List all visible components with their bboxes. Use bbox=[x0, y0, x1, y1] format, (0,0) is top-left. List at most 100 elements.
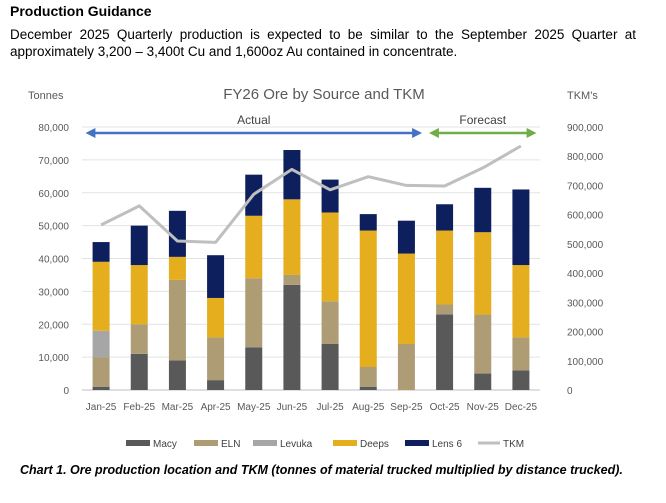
bar-segment-deeps bbox=[512, 265, 530, 338]
y-tick-label: 20,000 bbox=[38, 320, 69, 331]
annotation-label-forecast: Forecast bbox=[459, 113, 506, 127]
bar-segment-lens-6 bbox=[321, 179, 339, 213]
x-tick-label: Oct-25 bbox=[430, 402, 460, 413]
bar-segment-lens-6 bbox=[474, 187, 492, 233]
bar-segment-deeps bbox=[474, 232, 492, 315]
bar-segment-macy bbox=[92, 386, 110, 390]
bar-segment-eln bbox=[92, 357, 110, 387]
bar-segment-lens-6 bbox=[397, 220, 415, 254]
bar-segment-levuka bbox=[92, 330, 110, 358]
bar-segment-lens-6 bbox=[359, 214, 377, 231]
x-tick-label: Apr-25 bbox=[201, 402, 231, 413]
y2-tick-label: 700,000 bbox=[567, 181, 604, 192]
bar-segment-eln bbox=[512, 337, 530, 371]
legend-swatch-macy bbox=[126, 440, 150, 446]
legend-label: ELN bbox=[221, 439, 240, 450]
y-tick-label: 40,000 bbox=[38, 255, 69, 266]
y-tick-label: 30,000 bbox=[38, 287, 69, 298]
annotation-label-actual: Actual bbox=[237, 113, 270, 127]
bar-segment-deeps bbox=[436, 230, 454, 305]
y2-tick-label: 900,000 bbox=[567, 123, 604, 134]
bar-segment-deeps bbox=[283, 199, 301, 275]
x-tick-label: Mar-25 bbox=[162, 402, 194, 413]
bar-segment-eln bbox=[474, 314, 492, 374]
legend-swatch-lens-6 bbox=[405, 440, 429, 446]
section-heading: Production Guidance bbox=[10, 3, 152, 19]
bar-segment-lens-6 bbox=[207, 255, 225, 298]
legend-label: TKM bbox=[503, 439, 524, 450]
x-tick-label: Dec-25 bbox=[505, 402, 538, 413]
y-tick-label: 80,000 bbox=[38, 123, 69, 134]
bar-segment-eln bbox=[283, 274, 301, 285]
bar-segment-macy bbox=[512, 370, 530, 390]
x-tick-label: Sep-25 bbox=[390, 402, 423, 413]
legend-label: Lens 6 bbox=[432, 439, 462, 450]
y2-tick-label: 500,000 bbox=[567, 240, 604, 251]
x-tick-label: Feb-25 bbox=[123, 402, 155, 413]
y-axis-title: Tonnes bbox=[28, 90, 64, 102]
bar-segment-eln bbox=[321, 301, 339, 344]
legend: Macy ELN Levuka Deeps Lens 6 TKM bbox=[126, 439, 524, 450]
x-tick-label: Jun-25 bbox=[277, 402, 308, 413]
chart-caption: Chart 1. Ore production location and TKM… bbox=[20, 463, 623, 477]
guidance-paragraph: December 2025 Quarterly production is ex… bbox=[10, 27, 636, 59]
y-tick-label: 60,000 bbox=[38, 189, 69, 200]
gridlines bbox=[82, 126, 540, 391]
bar-segment-deeps bbox=[397, 253, 415, 344]
bar-segment-macy bbox=[245, 347, 263, 390]
bar-segment-macy bbox=[168, 360, 186, 390]
y-tick-label: 70,000 bbox=[38, 156, 69, 167]
legend-swatch-eln bbox=[194, 440, 218, 446]
legend-swatch-deeps bbox=[333, 440, 357, 446]
y2-tick-label: 100,000 bbox=[567, 357, 604, 368]
bar-segment-macy bbox=[283, 284, 301, 390]
bar-segment-deeps bbox=[130, 265, 148, 325]
bar-segment-lens-6 bbox=[130, 225, 148, 266]
bar-segment-deeps bbox=[245, 215, 263, 279]
legend-swatch-levuka bbox=[253, 440, 277, 446]
bar-segment-eln bbox=[359, 366, 377, 387]
y2-axis-title: TKM's bbox=[567, 90, 598, 102]
y2-tick-label: 800,000 bbox=[567, 152, 604, 163]
y-tick-label: 10,000 bbox=[38, 353, 69, 364]
bar-segment-eln bbox=[436, 304, 454, 315]
y2-tick-label: 300,000 bbox=[567, 298, 604, 309]
bars bbox=[92, 150, 530, 390]
bar-segment-macy bbox=[436, 314, 454, 390]
bar-segment-deeps bbox=[92, 261, 110, 331]
legend-label: Deeps bbox=[360, 439, 389, 450]
y-tick-label: 0 bbox=[63, 386, 69, 397]
bar-segment-eln bbox=[168, 279, 186, 361]
bar-segment-macy bbox=[207, 380, 225, 390]
bar-segment-deeps bbox=[207, 297, 225, 338]
x-tick-label: Nov-25 bbox=[467, 402, 500, 413]
axes: 0 10,000 20,000 30,000 40,000 50,000 60,000 70,… bbox=[28, 86, 604, 413]
x-tick-label: Jan-25 bbox=[86, 402, 117, 413]
bar-segment-macy bbox=[321, 343, 339, 390]
x-tick-label: Jul-25 bbox=[316, 402, 344, 413]
y2-tick-label: 0 bbox=[567, 386, 573, 397]
legend-label: Levuka bbox=[280, 439, 313, 450]
bar-segment-macy bbox=[474, 373, 492, 390]
bar-segment-lens-6 bbox=[512, 189, 530, 266]
bar-segment-macy bbox=[130, 353, 148, 390]
bar-segment-deeps bbox=[359, 230, 377, 367]
bar-segment-lens-6 bbox=[168, 210, 186, 257]
bar-segment-eln bbox=[130, 324, 148, 354]
bar-segment-deeps bbox=[321, 212, 339, 302]
tkm-line-group bbox=[100, 144, 522, 244]
y2-tick-label: 200,000 bbox=[567, 328, 604, 339]
x-tick-label: Aug-25 bbox=[352, 402, 385, 413]
bar-segment-macy bbox=[359, 386, 377, 390]
tkm-line bbox=[100, 144, 522, 244]
y2-tick-label: 600,000 bbox=[567, 211, 604, 222]
bar-segment-lens-6 bbox=[283, 150, 301, 200]
bar-segment-eln bbox=[397, 343, 415, 390]
annotations: Actual Forecast bbox=[85, 113, 537, 138]
y2-tick-label: 400,000 bbox=[567, 269, 604, 280]
x-tick-label: May-25 bbox=[237, 402, 271, 413]
bar-segment-eln bbox=[207, 337, 225, 381]
bar-segment-lens-6 bbox=[92, 242, 110, 262]
